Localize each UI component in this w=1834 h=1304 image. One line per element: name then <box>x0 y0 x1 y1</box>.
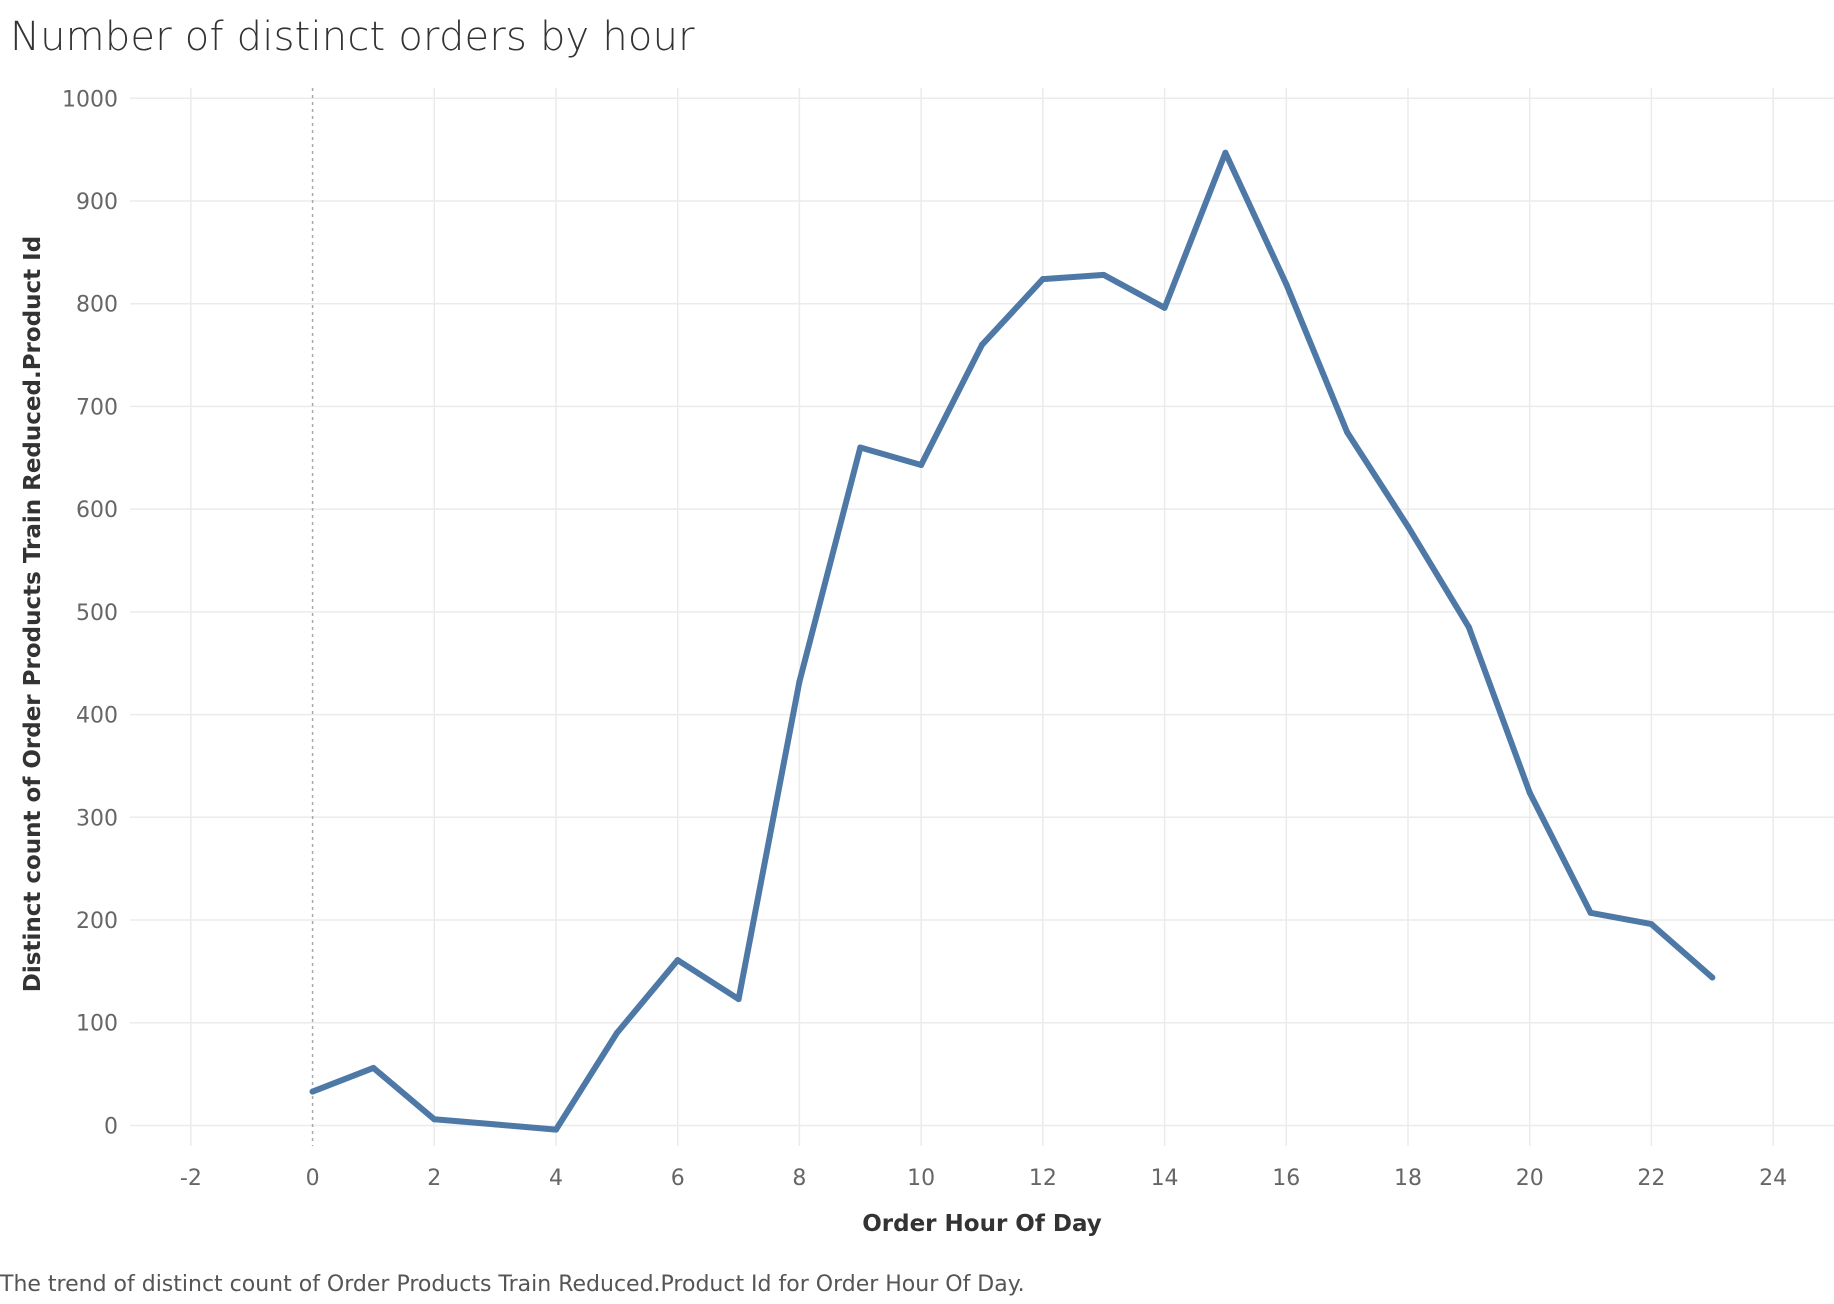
data-point-23 <box>1709 974 1716 981</box>
y-tick-label-9: 900 <box>76 190 118 215</box>
y-tick-label-5: 500 <box>76 601 118 626</box>
x-axis-ticks: -2 0 2 4 6 8 10 12 14 16 18 20 22 24 <box>180 1166 1787 1191</box>
y-axis-ticks: 0 100 200 300 400 500 600 700 800 900 1000 <box>62 87 118 1139</box>
data-point-2 <box>431 1116 438 1123</box>
data-point-12 <box>1039 276 1046 283</box>
data-point-11 <box>979 341 985 348</box>
data-point-4 <box>553 1126 559 1133</box>
x-tick-label-2: 2 <box>427 1166 441 1191</box>
series-layer <box>309 149 1716 1133</box>
data-point-15 <box>1222 149 1229 156</box>
x-tick-label-10: 18 <box>1394 1166 1422 1191</box>
y-tick-label-7: 700 <box>76 395 118 420</box>
y-tick-label-2: 200 <box>76 909 118 934</box>
x-tick-label-5: 8 <box>792 1166 806 1191</box>
data-point-20 <box>1526 789 1533 796</box>
chart-title: Number of distinct orders by hour <box>10 14 695 60</box>
data-point-3 <box>492 1121 499 1128</box>
data-point-8 <box>796 678 803 685</box>
x-tick-label-12: 22 <box>1637 1166 1665 1191</box>
x-tick-label-9: 16 <box>1272 1166 1300 1191</box>
x-tick-label-11: 20 <box>1516 1166 1544 1191</box>
x-tick-label-7: 12 <box>1029 1166 1057 1191</box>
y-axis-title: Distinct count of Order Products Train R… <box>20 236 46 992</box>
data-point-5 <box>613 1030 620 1037</box>
data-point-0 <box>309 1088 316 1095</box>
x-tick-label-6: 10 <box>907 1166 935 1191</box>
data-point-14 <box>1161 304 1168 311</box>
chart-caption: The trend of distinct count of Order Pro… <box>0 1272 1025 1297</box>
data-point-9 <box>857 444 864 451</box>
y-tick-label-8: 800 <box>76 293 118 318</box>
data-point-6 <box>674 957 681 964</box>
y-grid-lines <box>130 97 1834 1127</box>
data-point-7 <box>735 996 742 1003</box>
y-tick-label-4: 400 <box>76 704 118 729</box>
data-point-18 <box>1405 523 1411 530</box>
x-tick-label-8: 14 <box>1151 1166 1179 1191</box>
y-tick-label-0: 0 <box>104 1114 118 1139</box>
data-point-1 <box>370 1064 377 1071</box>
x-grid-lines <box>190 88 1774 1146</box>
x-tick-label-3: 4 <box>549 1166 563 1191</box>
data-point-19 <box>1465 624 1472 631</box>
x-tick-label-0: -2 <box>180 1166 202 1191</box>
y-tick-label-1: 100 <box>76 1012 118 1037</box>
y-tick-label-6: 600 <box>76 498 118 523</box>
x-tick-label-4: 6 <box>671 1166 685 1191</box>
data-point-10 <box>918 461 925 468</box>
x-axis-title: Order Hour Of Day <box>862 1211 1102 1237</box>
data-point-13 <box>1100 271 1107 278</box>
data-point-16 <box>1283 281 1290 288</box>
x-tick-label-1: 0 <box>306 1166 320 1191</box>
data-point-21 <box>1587 909 1594 916</box>
x-tick-label-13: 24 <box>1759 1166 1787 1191</box>
series-line <box>309 149 1716 1133</box>
data-point-22 <box>1648 921 1655 928</box>
y-tick-label-10: 1000 <box>62 87 118 112</box>
y-tick-label-3: 300 <box>76 806 118 831</box>
data-point-17 <box>1344 429 1351 436</box>
